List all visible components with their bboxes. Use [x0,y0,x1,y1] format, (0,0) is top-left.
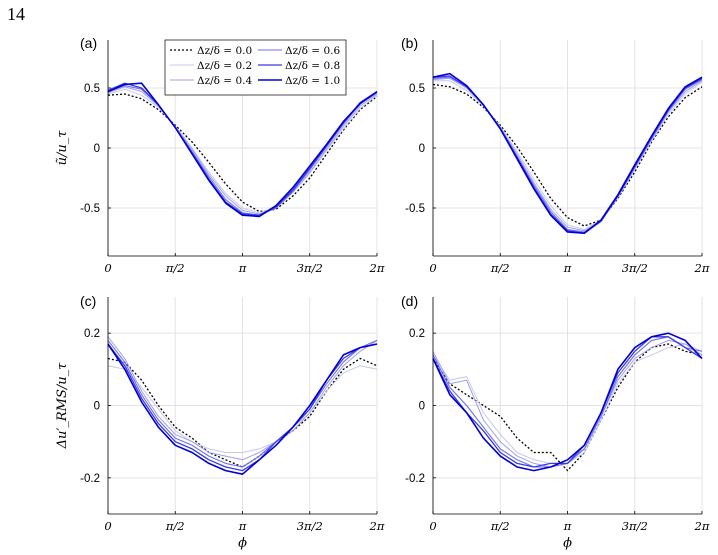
legend-label: Δz/δ = 0.2 [197,60,252,72]
y-tick-label: 0.2 [84,328,100,340]
x-tick-label: π [238,519,247,533]
panel-label: (a) [80,35,97,51]
y-tick-label: 0 [419,143,425,155]
x-tick-label: π/2 [490,261,510,275]
x-tick-label: 3π/2 [622,261,648,275]
series-line [107,88,378,214]
x-tick-label: π [238,261,247,275]
legend-box [164,39,347,96]
page-number: 14 [7,4,25,24]
x-tick-label: 3π/2 [297,519,323,533]
legend-label: Δz/δ = 0.0 [197,45,252,57]
panel-label: (c) [80,293,96,309]
legend-label: Δz/δ = 0.4 [197,75,252,87]
x-tick-label: 2π [694,261,710,275]
panel-label: (b) [401,35,418,51]
series-line [107,343,378,476]
legend-label: Δz/δ = 0.6 [285,45,340,57]
y-tick-label: 0 [419,401,425,413]
x-tick-label: π/2 [165,519,185,533]
series-line [432,343,703,472]
y-tick-label: 0 [94,143,100,155]
y-tick-label: 0.2 [409,328,425,340]
x-tick-label: 2π [694,519,710,533]
x-axis-label: ϕ [563,536,572,551]
x-tick-label: 0 [429,519,436,533]
x-tick-label: 2π [369,261,385,275]
y-tick-label: -0.5 [405,203,425,215]
series-line [433,80,703,231]
series-line [107,336,378,461]
y-tick-label: 0 [94,401,100,413]
x-tick-label: 0 [104,261,111,275]
x-tick-label: π [563,519,572,533]
series-line [432,332,703,472]
legend-label: Δz/δ = 0.8 [285,60,340,72]
x-tick-label: 0 [429,261,436,275]
x-tick-label: 0 [104,519,111,533]
y-axis-label: Δu′_RMS/u_τ [55,362,70,449]
series-line [107,82,378,218]
series-line [107,93,378,213]
legend-label: Δz/δ = 1.0 [285,75,340,87]
x-tick-label: 2π [369,519,385,533]
x-tick-label: π/2 [165,261,185,275]
y-tick-label: -0.2 [80,473,100,485]
y-axis-label: ũ/u_τ [55,130,70,166]
y-tick-label: 0.5 [409,83,425,95]
y-tick-label: 0.5 [84,83,100,95]
series-line [432,83,703,227]
x-tick-label: 3π/2 [622,519,648,533]
series-line [107,339,378,468]
x-tick-label: π [563,261,572,275]
series-line [107,86,378,215]
series-line [107,365,378,453]
x-axis-label: ϕ [238,536,247,551]
panel-label: (d) [401,293,418,309]
x-tick-label: 3π/2 [297,261,323,275]
y-tick-label: -0.5 [80,203,100,215]
x-tick-label: π/2 [490,519,510,533]
series-line [432,336,703,468]
series-line [432,72,703,234]
y-tick-label: -0.2 [405,473,425,485]
